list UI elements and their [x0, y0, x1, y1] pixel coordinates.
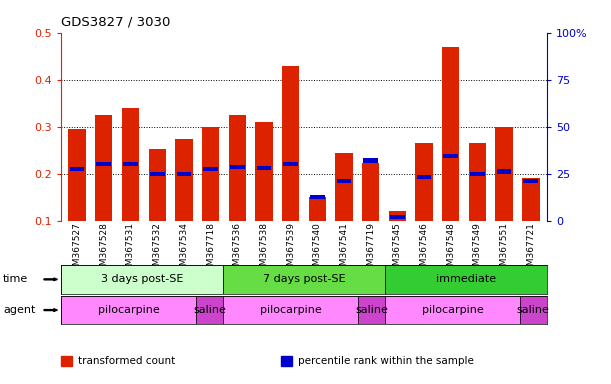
Bar: [389, 212, 406, 221]
Text: saline: saline: [193, 305, 226, 315]
Bar: [358, 296, 385, 324]
Bar: [177, 172, 191, 176]
Bar: [97, 162, 111, 167]
Bar: [337, 179, 351, 183]
Text: pilocarpine: pilocarpine: [98, 305, 159, 315]
Bar: [385, 265, 547, 294]
Bar: [223, 265, 385, 294]
Bar: [255, 122, 273, 221]
Bar: [335, 152, 353, 221]
Text: saline: saline: [517, 305, 550, 315]
Text: time: time: [3, 274, 28, 285]
Bar: [362, 163, 379, 221]
Bar: [257, 166, 271, 170]
Bar: [202, 127, 219, 221]
Bar: [444, 154, 458, 159]
Bar: [470, 172, 485, 176]
Text: agent: agent: [3, 305, 35, 315]
Bar: [520, 296, 547, 324]
Bar: [442, 47, 459, 221]
Text: saline: saline: [355, 305, 388, 315]
Text: percentile rank within the sample: percentile rank within the sample: [298, 356, 474, 366]
Bar: [95, 115, 112, 221]
Bar: [496, 127, 513, 221]
Bar: [417, 175, 431, 179]
Bar: [223, 296, 358, 324]
Bar: [70, 167, 84, 171]
Bar: [284, 162, 298, 167]
Bar: [61, 296, 196, 324]
Bar: [122, 108, 139, 221]
Bar: [469, 143, 486, 221]
Bar: [230, 165, 244, 169]
Text: transformed count: transformed count: [78, 356, 175, 366]
Bar: [390, 215, 404, 219]
Bar: [522, 177, 540, 221]
Bar: [309, 197, 326, 221]
Bar: [524, 179, 538, 183]
Bar: [282, 66, 299, 221]
Bar: [150, 172, 164, 176]
Text: pilocarpine: pilocarpine: [260, 305, 321, 315]
Bar: [123, 162, 138, 167]
Bar: [68, 129, 86, 221]
Text: pilocarpine: pilocarpine: [422, 305, 483, 315]
Text: 7 days post-SE: 7 days post-SE: [263, 274, 345, 285]
Bar: [175, 139, 192, 221]
Bar: [497, 169, 511, 174]
Bar: [385, 296, 520, 324]
Bar: [203, 167, 218, 171]
Bar: [310, 195, 324, 199]
Bar: [196, 296, 223, 324]
Text: GDS3827 / 3030: GDS3827 / 3030: [61, 15, 170, 28]
Bar: [148, 149, 166, 221]
Bar: [61, 265, 223, 294]
Bar: [364, 159, 378, 163]
Text: 3 days post-SE: 3 days post-SE: [101, 274, 183, 285]
Bar: [415, 143, 433, 221]
Text: immediate: immediate: [436, 274, 496, 285]
Bar: [229, 115, 246, 221]
